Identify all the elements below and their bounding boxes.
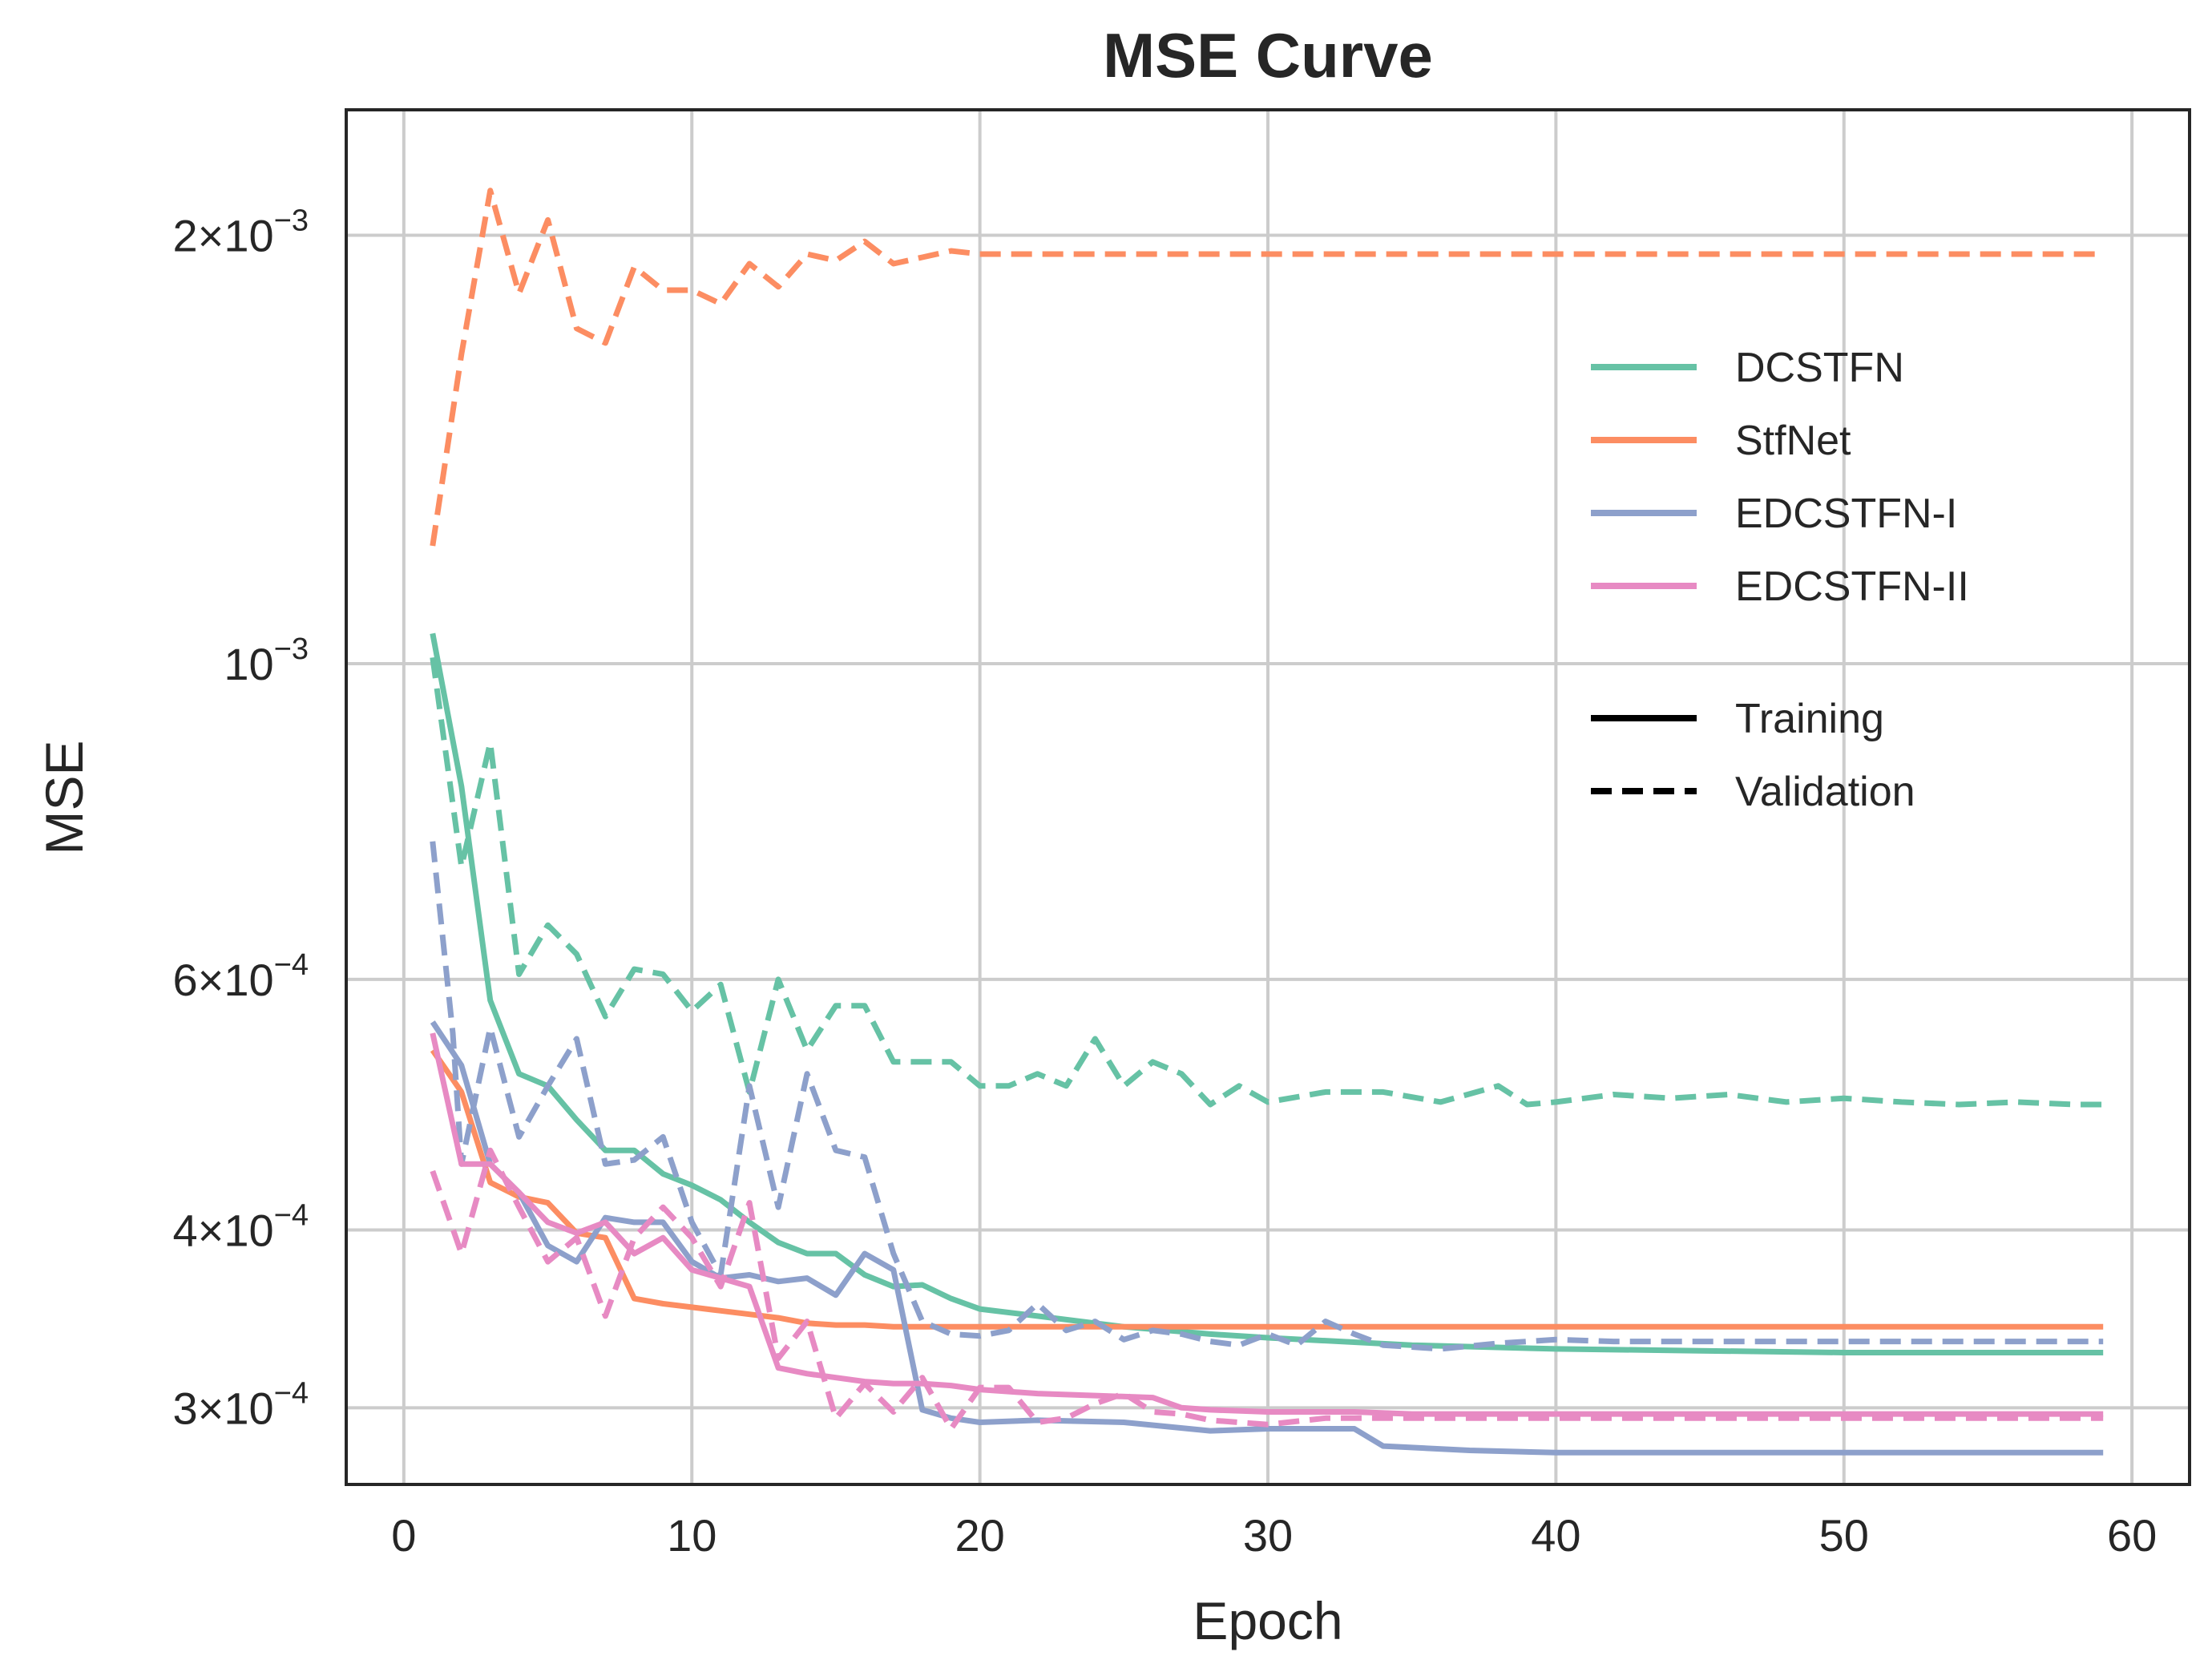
x-tick-label: 60 xyxy=(2107,1510,2157,1561)
x-tick-label: 10 xyxy=(667,1510,716,1561)
x-tick-label: 30 xyxy=(1243,1510,1293,1561)
series-line-edcstfn-i-validation xyxy=(430,841,2104,1352)
series-line-stfnet-validation xyxy=(430,188,2104,547)
legend: DCSTFN StfNet EDCSTFN-I EDCSTFN-II Training V… xyxy=(1591,345,1969,815)
legend-label: EDCSTFN-I xyxy=(1735,491,1957,537)
series-line-edcstfn-ii-validation xyxy=(430,1147,2104,1432)
y-axis-label: MSE xyxy=(34,740,94,854)
y-tick-label: 6×10−4 xyxy=(173,948,309,1005)
series-line-stfnet-training xyxy=(430,1048,2104,1330)
y-tick-label: 4×10−4 xyxy=(173,1199,309,1256)
y-tick-label: 2×10−3 xyxy=(173,204,309,260)
legend-label: DCSTFN xyxy=(1735,345,1904,391)
plot-frame xyxy=(345,108,2191,1486)
legend-label: Validation xyxy=(1735,769,1915,815)
series-line-dcstfn-validation xyxy=(430,656,2104,1108)
chart-title: MSE Curve xyxy=(1103,20,1433,91)
x-tick-label: 0 xyxy=(391,1510,416,1561)
y-tick-label: 3×10−4 xyxy=(173,1376,309,1433)
legend-label: EDCSTFN-II xyxy=(1735,563,1969,610)
x-tick-label: 40 xyxy=(1531,1510,1580,1561)
y-tick-label: 10−3 xyxy=(224,632,309,689)
x-tick-label: 50 xyxy=(1819,1510,1869,1561)
x-axis-label: Epoch xyxy=(1193,1591,1342,1650)
series-line-edcstfn-i-training xyxy=(430,1020,2104,1456)
legend-label: StfNet xyxy=(1735,418,1851,464)
series-line-dcstfn-training xyxy=(430,632,2104,1355)
series-line-edcstfn-ii-training xyxy=(430,1032,2104,1417)
legend-label: Training xyxy=(1735,696,1884,742)
x-tick-label: 20 xyxy=(955,1510,1004,1561)
